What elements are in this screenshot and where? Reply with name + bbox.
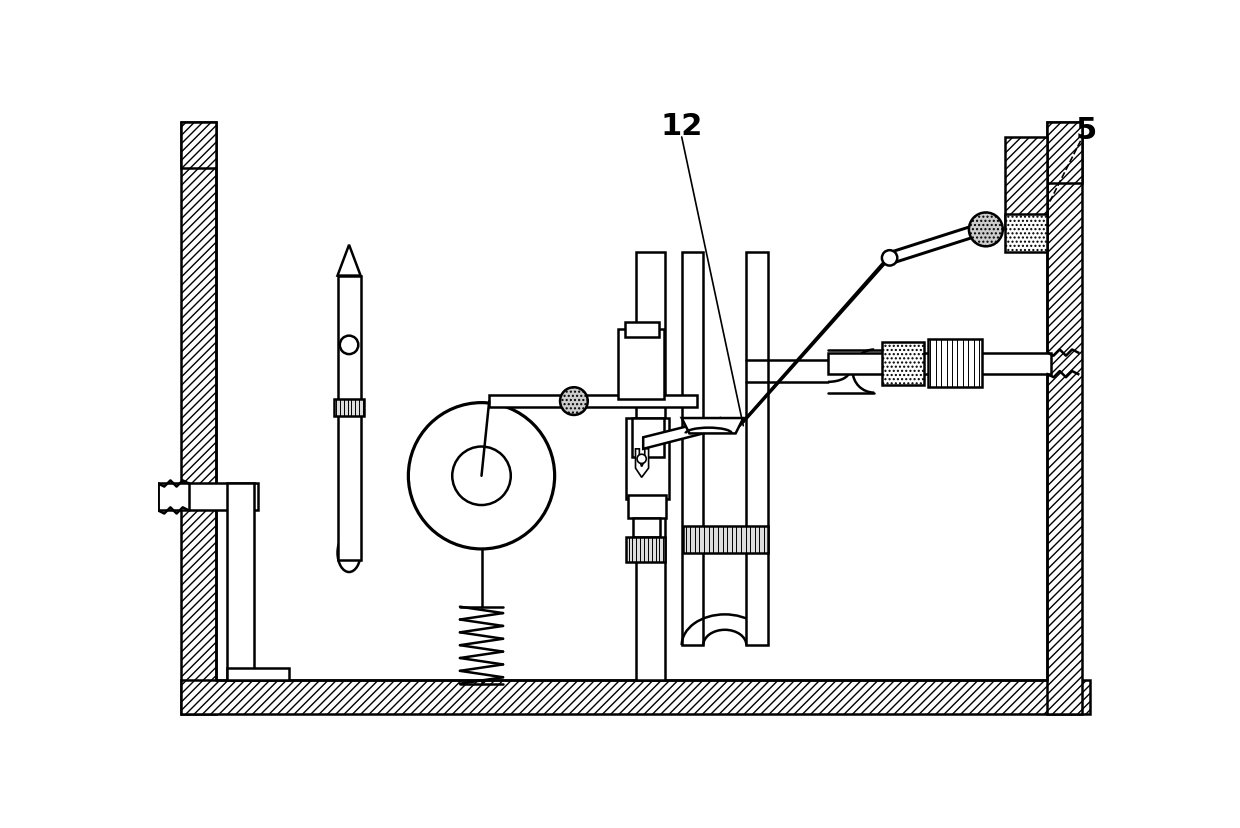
Bar bbox=[227, 484, 254, 680]
Circle shape bbox=[882, 251, 898, 267]
Circle shape bbox=[453, 447, 511, 505]
Polygon shape bbox=[644, 418, 724, 450]
Bar bbox=[828, 354, 1052, 375]
Bar bbox=[682, 253, 703, 645]
Bar bbox=[882, 343, 924, 386]
Bar bbox=[181, 123, 216, 169]
Bar bbox=[337, 277, 361, 561]
Bar bbox=[1006, 137, 1048, 230]
Bar bbox=[928, 340, 982, 388]
Bar bbox=[634, 518, 660, 537]
Bar bbox=[626, 418, 668, 499]
Circle shape bbox=[560, 388, 588, 416]
Bar bbox=[631, 418, 663, 457]
Ellipse shape bbox=[337, 534, 361, 572]
Circle shape bbox=[968, 213, 1003, 247]
Bar bbox=[618, 330, 663, 399]
Bar bbox=[626, 537, 665, 562]
Bar bbox=[181, 680, 1090, 715]
Bar bbox=[1048, 123, 1083, 184]
Bar bbox=[159, 484, 258, 511]
Bar bbox=[181, 123, 216, 715]
Circle shape bbox=[637, 455, 646, 464]
Bar bbox=[227, 668, 289, 680]
Bar bbox=[490, 396, 697, 407]
Polygon shape bbox=[635, 450, 649, 478]
Text: 12: 12 bbox=[661, 112, 703, 141]
Circle shape bbox=[408, 403, 554, 549]
Bar bbox=[635, 253, 665, 680]
Text: 5: 5 bbox=[1075, 116, 1096, 145]
Circle shape bbox=[340, 336, 358, 354]
Bar bbox=[746, 253, 768, 645]
Polygon shape bbox=[682, 418, 743, 434]
Bar bbox=[334, 399, 365, 416]
Bar bbox=[683, 527, 768, 553]
Bar bbox=[625, 322, 658, 338]
Polygon shape bbox=[337, 245, 361, 277]
Bar bbox=[627, 495, 666, 518]
Bar bbox=[1048, 123, 1083, 715]
Bar bbox=[1006, 214, 1048, 253]
